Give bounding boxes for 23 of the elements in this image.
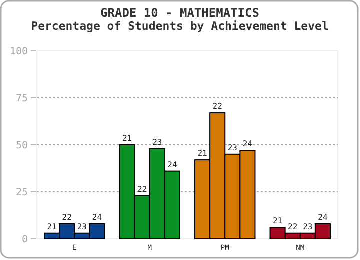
y-tick-label: 50 [16, 140, 28, 152]
text: 24 [168, 160, 178, 170]
series-label: 23 [77, 222, 88, 232]
y-tick-label: 75 [16, 94, 28, 104]
series-label: 22 [62, 212, 72, 222]
series-label: 21 [47, 222, 58, 232]
chart-title: GRADE 10 - MATHEMATICS [100, 6, 260, 20]
y-tick-label: 25 [16, 188, 28, 198]
text: 21 [198, 149, 208, 158]
text: 22 [288, 222, 298, 232]
text: 23 [152, 138, 162, 147]
text: 21 [122, 134, 132, 143]
chart-subtitle: Percentage of Students by Achievement Level [31, 19, 329, 33]
text: 24 [242, 140, 253, 149]
text: 23 [228, 143, 238, 152]
y-tick-label: 0 [22, 234, 28, 246]
text: 24 [318, 212, 328, 222]
text: 21 [272, 216, 283, 226]
text: 22 [212, 102, 222, 112]
series-label: 24 [92, 212, 102, 222]
text: 23 [303, 222, 313, 232]
y-tick-label: 100 [10, 46, 28, 58]
text: 22 [138, 184, 148, 194]
